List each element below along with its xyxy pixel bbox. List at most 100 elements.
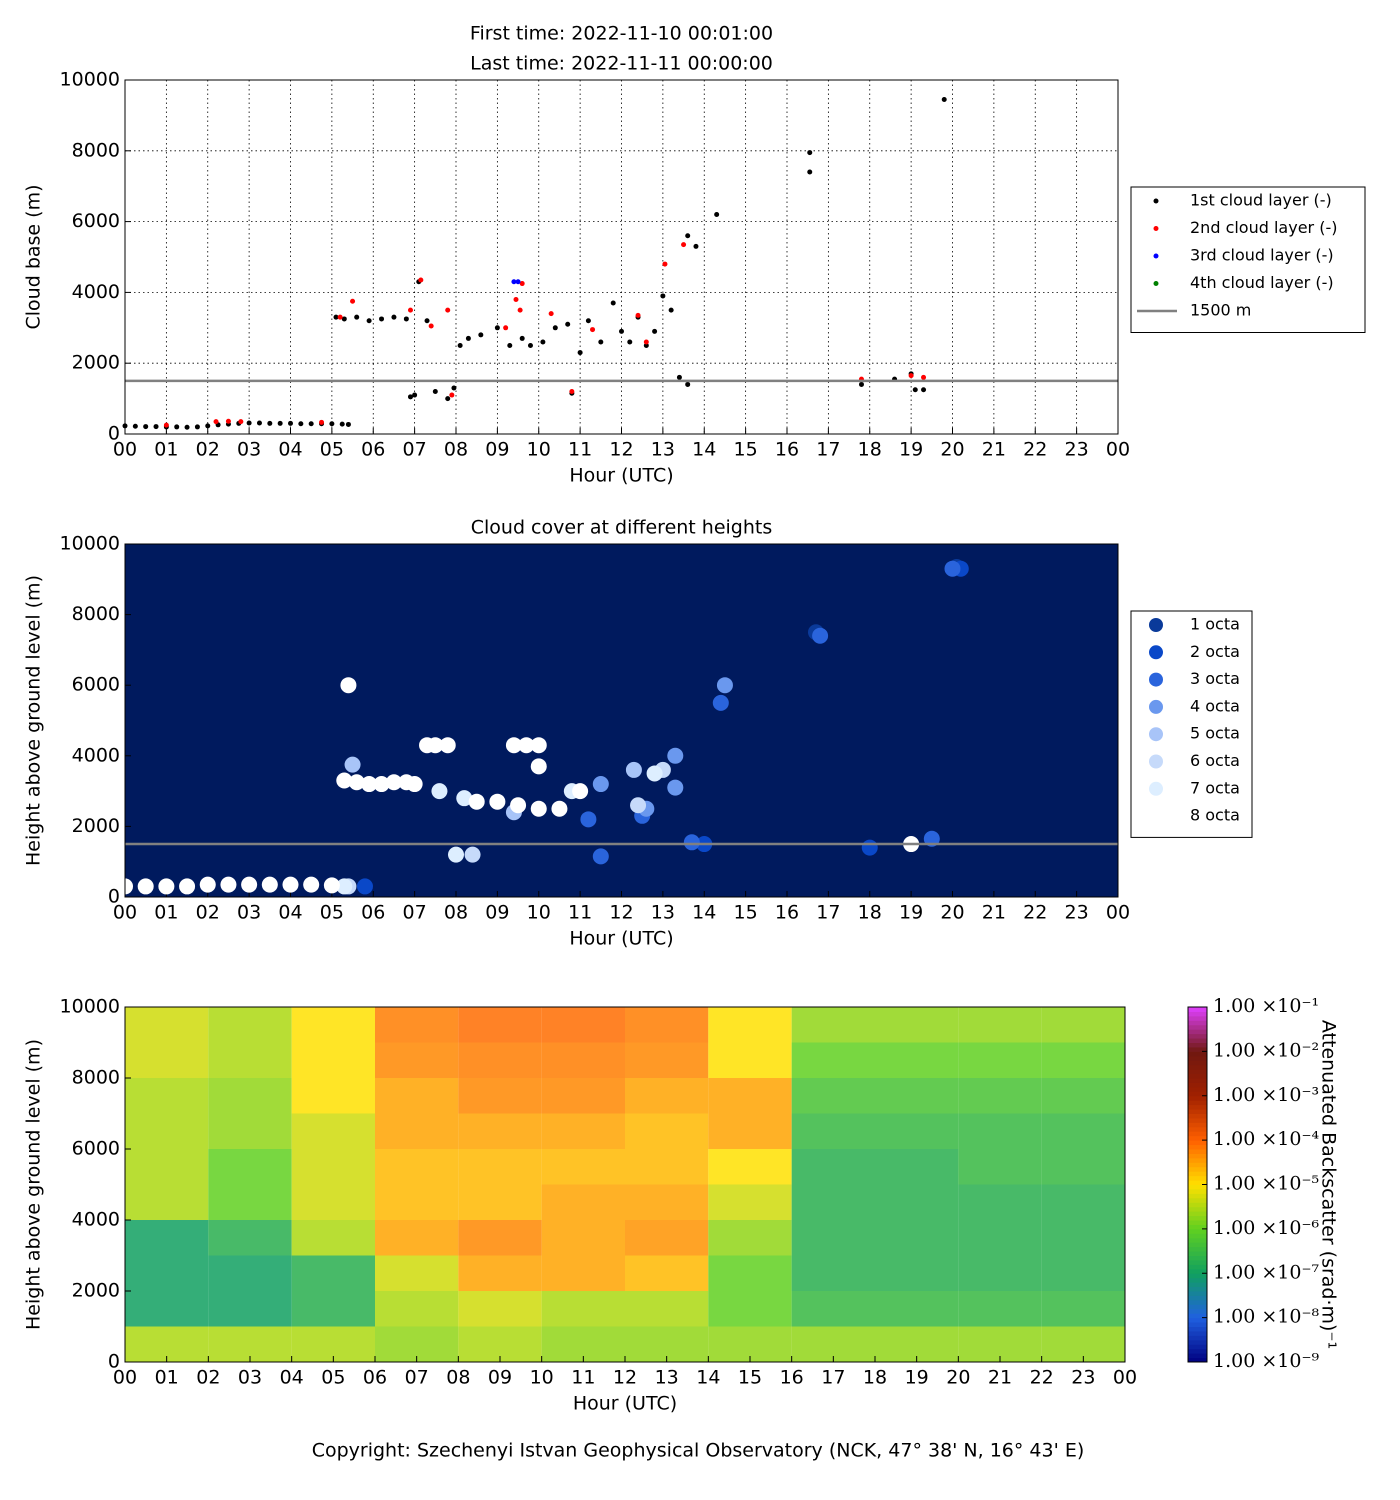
x-tick-label: 15 xyxy=(734,439,758,461)
y-tick-label: 0 xyxy=(108,423,120,445)
colorbar-segment xyxy=(1188,1295,1207,1301)
legend-marker xyxy=(1149,672,1163,687)
heatmap-cell xyxy=(791,1007,875,1043)
data-point xyxy=(288,420,293,426)
data-point xyxy=(515,279,521,285)
y-tick-label: 4000 xyxy=(72,281,120,303)
colorbar-segment xyxy=(1188,1197,1207,1203)
x-tick-label: 21 xyxy=(982,902,1006,924)
x-tick-label: 18 xyxy=(863,1367,887,1389)
heatmap-cell xyxy=(708,1184,792,1220)
data-point xyxy=(418,277,424,283)
x-tick-label: 00 xyxy=(1106,902,1130,924)
x-tick-label: 10 xyxy=(530,1367,554,1389)
chart-title: Last time: 2022-11-11 00:00:00 xyxy=(470,53,773,75)
data-point xyxy=(344,756,361,773)
x-tick-label: 00 xyxy=(113,902,137,924)
legend-marker xyxy=(1149,727,1163,742)
data-point xyxy=(464,846,481,863)
data-point xyxy=(921,387,927,393)
colorbar-segment xyxy=(1188,1188,1207,1194)
colorbar-segment xyxy=(1188,1051,1207,1057)
y-tick-label: 6000 xyxy=(72,674,120,696)
x-tick-label: 07 xyxy=(403,439,427,461)
chart-title: Cloud cover at different heights xyxy=(471,517,773,539)
y-tick-label: 4000 xyxy=(72,1209,120,1231)
colorbar-segment xyxy=(1188,1193,1207,1199)
x-tick-label: 00 xyxy=(1113,1367,1137,1389)
colorbar-segment xyxy=(1188,1033,1207,1039)
data-point xyxy=(213,419,219,425)
x-tick-label: 04 xyxy=(278,902,302,924)
x-tick-label: 19 xyxy=(899,439,923,461)
x-tick-label: 07 xyxy=(405,1367,429,1389)
colorbar-segment xyxy=(1188,1024,1207,1030)
x-tick-label: 01 xyxy=(154,902,178,924)
data-point xyxy=(580,811,597,828)
colorbar-segment xyxy=(1188,1251,1207,1256)
heatmap-cell xyxy=(291,1149,375,1185)
colorbar-segment xyxy=(1188,1242,1207,1248)
colorbar-segment xyxy=(1188,1064,1207,1070)
data-point xyxy=(630,797,647,814)
data-point xyxy=(241,876,258,893)
colorbar-tick-label: 1.00 ×10⁻⁸ xyxy=(1213,1306,1319,1328)
colorbar-segment xyxy=(1188,1264,1207,1270)
heatmap-cell xyxy=(458,1078,542,1114)
data-point xyxy=(439,737,456,754)
data-point xyxy=(451,385,457,391)
data-point xyxy=(668,307,674,313)
y-tick-label: 2000 xyxy=(72,815,120,837)
x-tick-label: 12 xyxy=(613,1367,637,1389)
data-point xyxy=(518,737,535,754)
heatmap-cell xyxy=(875,1291,959,1327)
heatmap-cell xyxy=(458,1255,542,1291)
heatmap-cell xyxy=(291,1291,375,1327)
colorbar-segment xyxy=(1188,1255,1207,1261)
data-point xyxy=(174,424,180,430)
x-tick-label: 07 xyxy=(403,902,427,924)
colorbar-tick-label: 1.00 ×10⁻⁷ xyxy=(1213,1261,1319,1283)
x-tick-label: 16 xyxy=(775,902,799,924)
x-tick-label: 17 xyxy=(821,1367,845,1389)
heatmap-cell xyxy=(1041,1042,1125,1078)
data-point xyxy=(513,296,519,302)
heatmap-cell xyxy=(1041,1291,1125,1327)
data-point xyxy=(366,318,372,324)
colorbar-segment xyxy=(1188,1007,1207,1012)
heatmap-cell xyxy=(1041,1255,1125,1291)
colorbar-segment xyxy=(1188,1078,1207,1083)
heatmap-cell xyxy=(291,1255,375,1291)
heatmap-cell xyxy=(375,1007,459,1043)
heatmap-cell xyxy=(208,1220,292,1256)
colorbar-segment xyxy=(1188,1215,1207,1221)
data-point xyxy=(465,335,471,341)
data-point xyxy=(431,783,448,800)
heatmap-cell xyxy=(875,1184,959,1220)
heatmap-cell xyxy=(375,1255,459,1291)
x-tick-label: 08 xyxy=(446,1367,470,1389)
colorbar-segment xyxy=(1188,1291,1207,1296)
data-point xyxy=(199,876,216,893)
colorbar-segment xyxy=(1188,1335,1207,1341)
colorbar-segment xyxy=(1188,1357,1207,1363)
heatmap-cell xyxy=(291,1220,375,1256)
x-tick-label: 22 xyxy=(1023,902,1047,924)
x-tick-label: 00 xyxy=(113,439,137,461)
colorbar-tick-label: 1.00 ×10⁻⁵ xyxy=(1213,1173,1319,1195)
heatmap-cell xyxy=(1041,1113,1125,1149)
heatmap-cell xyxy=(541,1113,625,1149)
legend-marker xyxy=(1153,198,1159,204)
colorbar-segment xyxy=(1188,1153,1207,1159)
x-tick-label: 17 xyxy=(816,902,840,924)
heatmap-cell xyxy=(791,1149,875,1185)
heatmap-cell xyxy=(958,1255,1042,1291)
data-point xyxy=(132,423,138,429)
data-point xyxy=(137,878,154,895)
y-tick-label: 8000 xyxy=(72,1067,120,1089)
colorbar-tick-label: 1.00 ×10⁻² xyxy=(1213,1039,1319,1061)
colorbar-segment xyxy=(1188,1055,1207,1061)
x-tick-label: 02 xyxy=(196,902,220,924)
colorbar-segment xyxy=(1188,1180,1207,1185)
